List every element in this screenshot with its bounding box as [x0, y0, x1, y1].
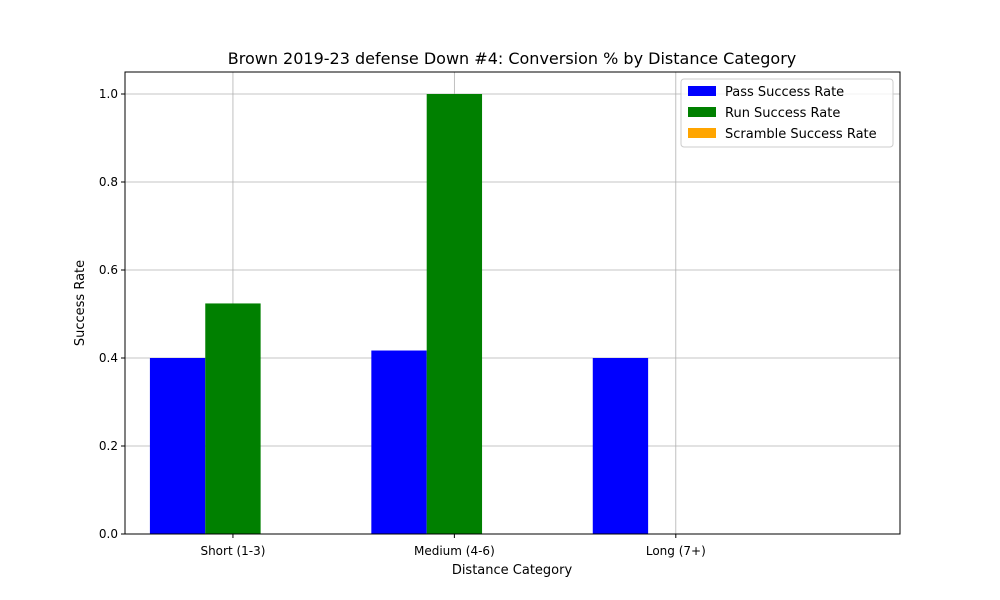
bar: [149, 358, 206, 534]
x-axis-ticks: Short (1-3) Medium (4-6) Long (7+): [200, 534, 706, 558]
bar: [592, 358, 649, 534]
legend-swatch: [688, 107, 716, 117]
legend-label: Scramble Success Rate: [725, 127, 877, 142]
legend-label: Pass Success Rate: [725, 85, 844, 100]
legend-box: [680, 78, 894, 148]
legend-swatch: [688, 128, 716, 138]
x-tick-label: Short (1-3): [200, 544, 265, 558]
bar: [371, 350, 427, 534]
bar: [426, 94, 483, 534]
y-tick-label: 0.2: [99, 439, 118, 453]
x-tick-label: Medium (4-6): [414, 544, 495, 558]
y-axis-ticks: 0.0 0.2 0.4 0.6 0.8 1.0: [99, 87, 125, 541]
legend-label: Run Success Rate: [725, 106, 840, 121]
bars: [149, 94, 649, 534]
plot-frame: [124, 71, 901, 535]
legend: Pass Success Rate Run Success Rate Scrambl…: [680, 78, 894, 148]
y-axis-label: Success Rate: [73, 260, 88, 346]
x-tick-label: Long (7+): [646, 544, 706, 558]
bar: [205, 303, 261, 534]
legend-swatch: [688, 86, 716, 96]
chart-title: Brown 2019-23 defense Down #4: Conversio…: [228, 49, 797, 68]
y-tick-label: 0.8: [99, 175, 118, 189]
y-tick-label: 0.4: [99, 351, 118, 365]
y-tick-label: 1.0: [99, 87, 118, 101]
x-axis-label: Distance Category: [452, 563, 573, 578]
y-tick-label: 0.6: [99, 263, 118, 277]
y-tick-label: 0.0: [99, 527, 118, 541]
